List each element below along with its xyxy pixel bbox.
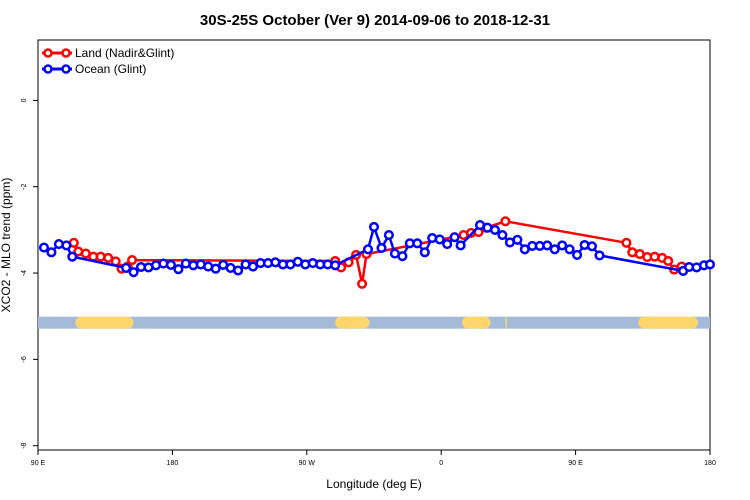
land-data-point <box>500 216 511 227</box>
x-tick-label: 90 E <box>568 460 583 467</box>
land-data-point <box>127 255 138 266</box>
ocean-data-point <box>165 259 176 270</box>
ocean-data-point <box>455 240 466 251</box>
land-band-segment <box>505 316 507 329</box>
ocean-data-point <box>542 240 553 251</box>
ocean-data-point <box>572 249 583 260</box>
ocean-data-point <box>376 242 387 254</box>
x-tick-label: 180 <box>167 460 179 467</box>
ocean-data-point <box>489 224 501 235</box>
ocean-data-point <box>586 241 598 252</box>
ocean-data-point <box>497 230 508 241</box>
axes: 90 E 180 90 W 0 90 E 180 0 -2 -4 -6 -8 <box>21 98 716 467</box>
legend-ocean-marker <box>43 64 53 74</box>
ocean-data-point <box>412 238 423 249</box>
ocean-data-point <box>61 240 72 251</box>
ocean-data-point <box>383 230 394 241</box>
y-tick-label: -6 <box>21 356 28 362</box>
plot-frame <box>37 39 711 451</box>
land-data-point <box>357 278 368 289</box>
land-band-segment <box>462 316 491 329</box>
ocean-data-point <box>330 260 341 271</box>
y-axis-label: XCO2 - MLO trend (ppm) <box>0 178 13 313</box>
ocean-data-point <box>594 250 605 261</box>
legend-land-marker <box>43 48 53 58</box>
ocean-data-point <box>121 262 132 273</box>
ocean-data-point <box>362 244 374 255</box>
ocean-data-point <box>419 247 430 258</box>
series-layer <box>38 216 716 289</box>
legend-ocean-marker <box>61 64 71 74</box>
ocean-data-point <box>46 247 57 258</box>
ocean-data-point <box>128 267 139 278</box>
chart-title: 30S-25S October (Ver 9) 2014-09-06 to 20… <box>200 12 550 29</box>
ocean-data-point <box>210 263 221 274</box>
ocean-band <box>38 316 710 329</box>
ocean-data-point <box>434 234 445 245</box>
legend: Land (Nadir&Glint) Ocean (Glint) <box>42 46 174 76</box>
land-data-point <box>663 255 674 267</box>
land-series-line <box>72 220 683 286</box>
series-ocean <box>38 220 716 278</box>
x-tick-label: 180 <box>704 460 716 467</box>
ocean-data-point <box>557 240 568 251</box>
ocean-data-point <box>449 232 460 243</box>
legend-land-marker <box>61 48 71 58</box>
ocean-data-point <box>67 251 78 262</box>
land-band-segment <box>638 316 699 329</box>
surface-band <box>38 316 710 329</box>
land-band-segment <box>335 316 370 329</box>
ocean-data-point <box>247 261 259 272</box>
legend-ocean-label: Ocean (Glint) <box>75 62 146 76</box>
legend-land-label: Land (Nadir&Glint) <box>75 46 174 60</box>
y-tick-label: -2 <box>21 184 28 190</box>
land-band-segment <box>75 316 134 329</box>
ocean-data-point <box>442 239 453 250</box>
y-tick-label: -4 <box>21 270 28 276</box>
ocean-data-point <box>564 244 575 255</box>
x-tick-label: 90 E <box>31 460 46 467</box>
ocean-data-point <box>38 242 50 253</box>
x-tick-label: 90 W <box>299 460 316 467</box>
ocean-data-point <box>233 265 244 276</box>
ocean-data-point <box>397 251 408 262</box>
x-tick-label: 0 <box>439 460 443 467</box>
ocean-data-point <box>704 259 716 270</box>
ocean-data-point <box>173 264 184 275</box>
land-data-point <box>621 237 632 248</box>
land-data-point <box>103 252 114 263</box>
y-tick-label: -8 <box>21 442 28 448</box>
x-axis-label: Longitude (deg E) <box>326 477 421 491</box>
y-tick-label: 0 <box>21 98 28 102</box>
ocean-data-point <box>512 234 523 245</box>
ocean-data-point <box>549 244 560 255</box>
ocean-data-point <box>368 221 380 232</box>
